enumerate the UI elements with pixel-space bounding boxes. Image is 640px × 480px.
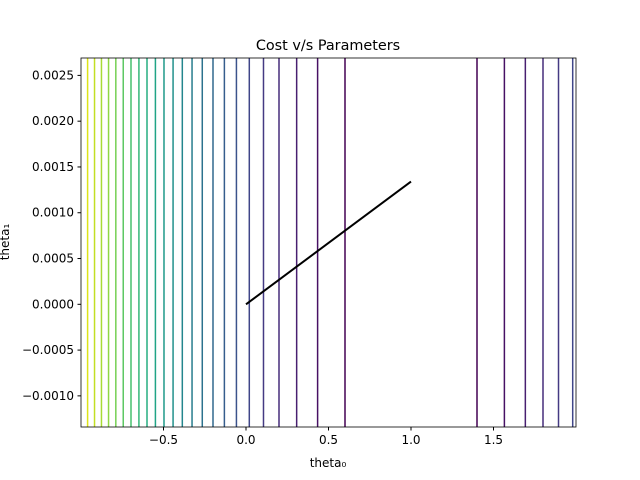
y-tick-label: 0.0005: [32, 252, 74, 266]
x-tick-label: 0.5: [319, 433, 338, 447]
y-tick-label: 0.0000: [32, 297, 74, 311]
y-tick-label: −0.0010: [22, 389, 74, 403]
x-tick-label: 0.0: [236, 433, 255, 447]
descent-path: [245, 180, 412, 306]
y-tick-label: 0.0025: [32, 68, 74, 82]
x-tick-label: −0.5: [149, 433, 178, 447]
x-tick-label: 1.0: [401, 433, 420, 447]
y-tick-label: 0.0015: [32, 160, 74, 174]
y-tick-label: −0.0005: [22, 343, 74, 357]
x-tick-label: 1.5: [484, 433, 503, 447]
x-axis-label: theta₀: [310, 456, 347, 470]
y-tick-label: 0.0020: [32, 114, 74, 128]
y-axis-label: theta₁: [0, 224, 12, 261]
y-tick-label: 0.0010: [32, 206, 74, 220]
chart-title: Cost v/s Parameters: [256, 38, 400, 54]
